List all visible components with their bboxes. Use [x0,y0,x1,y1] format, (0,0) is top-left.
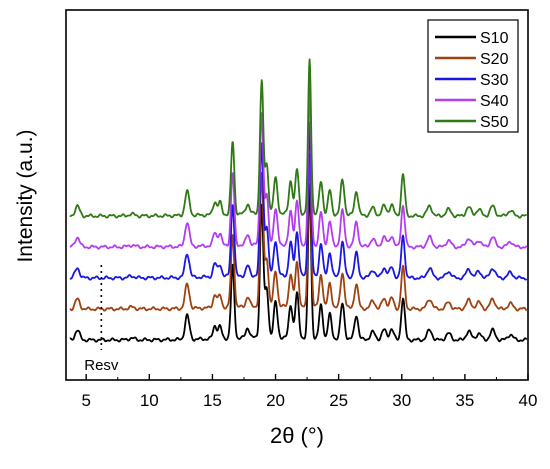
x-tick-label: 40 [519,391,538,410]
legend-label-s50: S50 [480,114,509,131]
x-axis-ticks: 5 10 15 20 25 30 35 40 [81,374,537,410]
x-tick-label: 35 [455,391,474,410]
y-axis-label: Intensity (a.u.) [14,129,37,262]
series-line-s50 [69,58,528,219]
resv-annotation: Resv [84,357,119,374]
plot-frame [65,9,529,381]
x-tick-label: 25 [329,391,348,410]
series-line-s30 [69,121,528,281]
x-tick-label: 30 [392,391,411,410]
series-line-s20 [69,153,528,312]
legend-label-s20: S20 [480,51,509,68]
x-axis-label: 2θ (°) [270,423,324,448]
legend: S10 S20 S30 S40 S50 [427,19,519,133]
series-line-s40 [69,88,528,250]
legend-box [427,19,519,133]
legend-label-s30: S30 [480,72,509,89]
series-traces [69,58,528,343]
x-tick-label: 15 [203,391,222,410]
x-tick-label: 10 [140,391,159,410]
legend-label-s10: S10 [480,30,509,47]
series-line-s10 [69,182,528,343]
x-tick-label: 5 [81,391,90,410]
x-tick-label: 20 [266,391,285,410]
legend-label-s40: S40 [480,93,509,110]
